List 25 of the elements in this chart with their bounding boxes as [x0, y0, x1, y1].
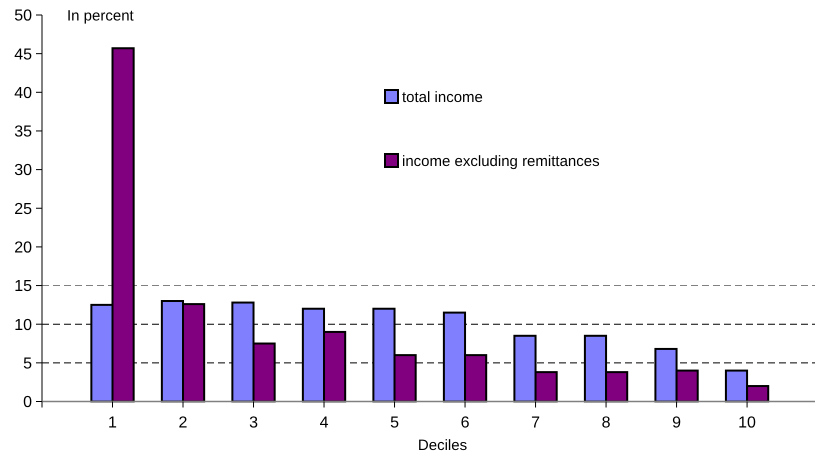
y-tick-label: 25: [14, 200, 32, 218]
x-tick-label: 8: [602, 414, 611, 432]
x-axis-title: Deciles: [418, 437, 468, 454]
x-tick-label: 3: [249, 414, 258, 432]
x-tick-label: 2: [178, 414, 188, 432]
y-tick-label: 35: [14, 124, 32, 141]
y-tick-label: 45: [14, 46, 32, 64]
x-tick-label: 7: [531, 414, 540, 432]
y-tick-label: 20: [14, 240, 32, 256]
y-tick-label: 10: [14, 316, 32, 334]
x-tick-label: 10: [738, 414, 756, 432]
x-tick-label: 6: [460, 414, 470, 432]
x-tick-label: 5: [390, 414, 400, 432]
y-axis-title: In percent: [67, 7, 135, 24]
y-tick-label: 5: [23, 355, 32, 372]
legend-label: income excluding remittances: [402, 152, 600, 170]
y-tick-label: 30: [14, 162, 32, 180]
x-tick-label: 1: [108, 414, 118, 432]
y-tick-label: 15: [14, 278, 32, 296]
y-tick-label: 0: [23, 394, 32, 412]
y-tick-label: 50: [14, 8, 32, 25]
x-tick-label: 9: [672, 414, 682, 432]
y-tick-label: 40: [14, 84, 32, 102]
x-tick-label: 4: [320, 414, 329, 432]
legend-label: total income: [402, 88, 483, 106]
